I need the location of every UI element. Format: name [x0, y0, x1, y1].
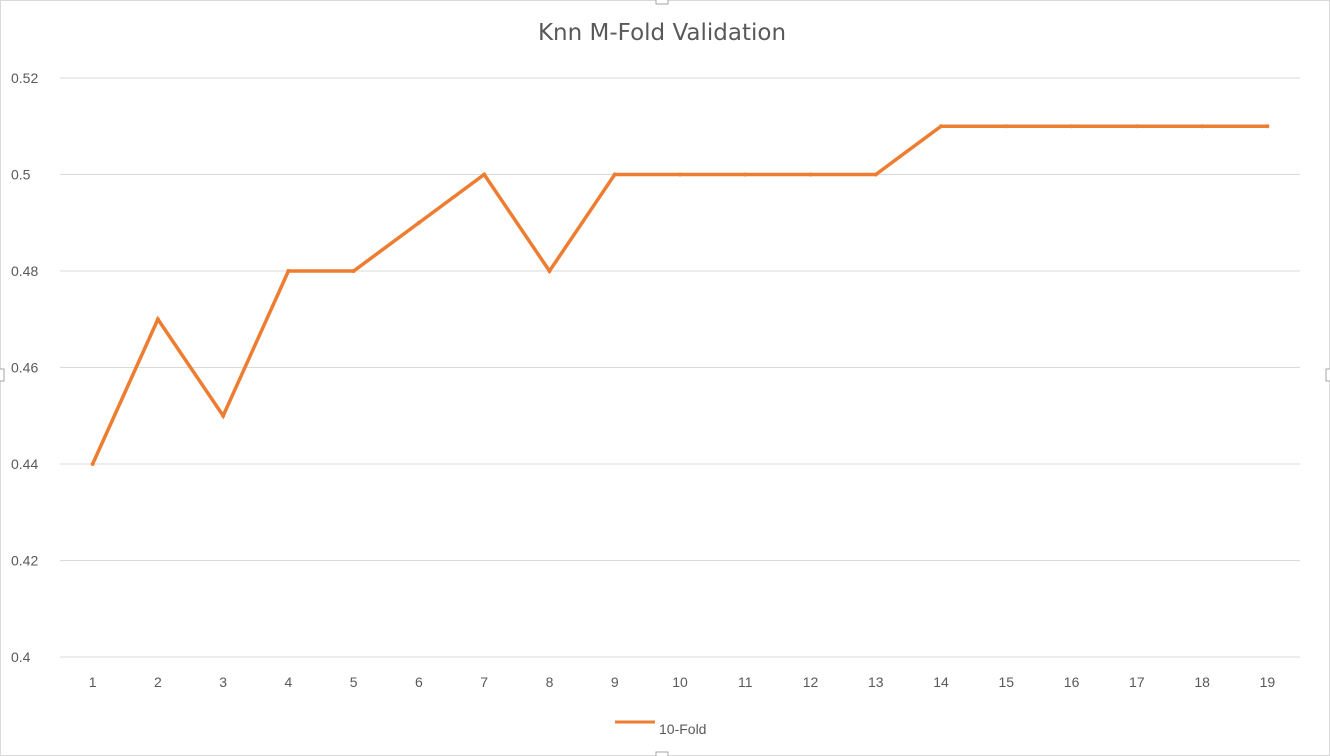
x-tick-label: 10 [672, 674, 688, 690]
data-point [482, 172, 487, 177]
y-tick-label: 0.4 [11, 649, 31, 665]
y-axis-ticks: 0.4 0.42 0.44 0.46 0.48 0.5 0.52 [11, 70, 38, 665]
x-tick-label: 7 [480, 674, 488, 690]
x-tick-label: 14 [933, 674, 949, 690]
data-point [678, 172, 682, 177]
data-point [351, 269, 356, 273]
x-tick-label: 17 [1129, 674, 1145, 690]
x-tick-label: 6 [415, 674, 423, 690]
data-point [808, 172, 813, 177]
y-tick-label: 0.52 [11, 70, 38, 86]
data-point [416, 220, 421, 225]
x-tick-label: 4 [285, 674, 293, 690]
data-point [1265, 124, 1270, 129]
y-tick-label: 0.42 [11, 553, 38, 569]
data-point [286, 269, 291, 273]
x-tick-label: 5 [350, 674, 358, 690]
data-point [221, 413, 226, 418]
x-axis-ticks: 1 2 3 4 5 6 7 8 9 10 11 12 13 14 15 16 17 18 19 [89, 674, 1276, 690]
data-point [90, 462, 95, 466]
y-tick-label: 0.46 [11, 360, 38, 376]
data-point [939, 124, 944, 129]
y-tick-label: 0.5 [11, 167, 31, 183]
legend: 10-Fold [615, 720, 706, 737]
data-point [1004, 124, 1009, 129]
legend-label-10-fold: 10-Fold [659, 721, 706, 737]
data-point [547, 269, 552, 273]
x-tick-label: 12 [803, 674, 819, 690]
x-tick-label: 3 [219, 674, 227, 690]
x-tick-label: 1 [89, 674, 97, 690]
x-tick-label: 16 [1064, 674, 1080, 690]
data-point [1069, 124, 1074, 129]
resize-handle-right[interactable] [1325, 368, 1330, 382]
x-tick-label: 15 [999, 674, 1015, 690]
data-point [155, 317, 160, 322]
x-tick-label: 18 [1194, 674, 1210, 690]
x-tick-label: 8 [546, 674, 554, 690]
x-tick-label: 9 [611, 674, 619, 690]
data-point [873, 172, 878, 177]
x-tick-label: 13 [868, 674, 884, 690]
data-point [1134, 124, 1139, 129]
plot-area [90, 124, 1270, 466]
resize-handle-bottom[interactable] [655, 751, 669, 756]
y-tick-label: 0.48 [11, 263, 38, 279]
data-point [612, 172, 617, 177]
data-point [743, 172, 748, 177]
x-tick-label: 11 [738, 674, 753, 690]
data-point [1200, 124, 1205, 129]
x-tick-label: 2 [154, 674, 162, 690]
resize-handle-top[interactable] [655, 0, 669, 5]
resize-handle-left[interactable] [0, 368, 5, 382]
chart-title: Knn M-Fold Validation [538, 20, 786, 46]
x-tick-label: 19 [1260, 674, 1276, 690]
y-tick-label: 0.44 [11, 456, 38, 472]
